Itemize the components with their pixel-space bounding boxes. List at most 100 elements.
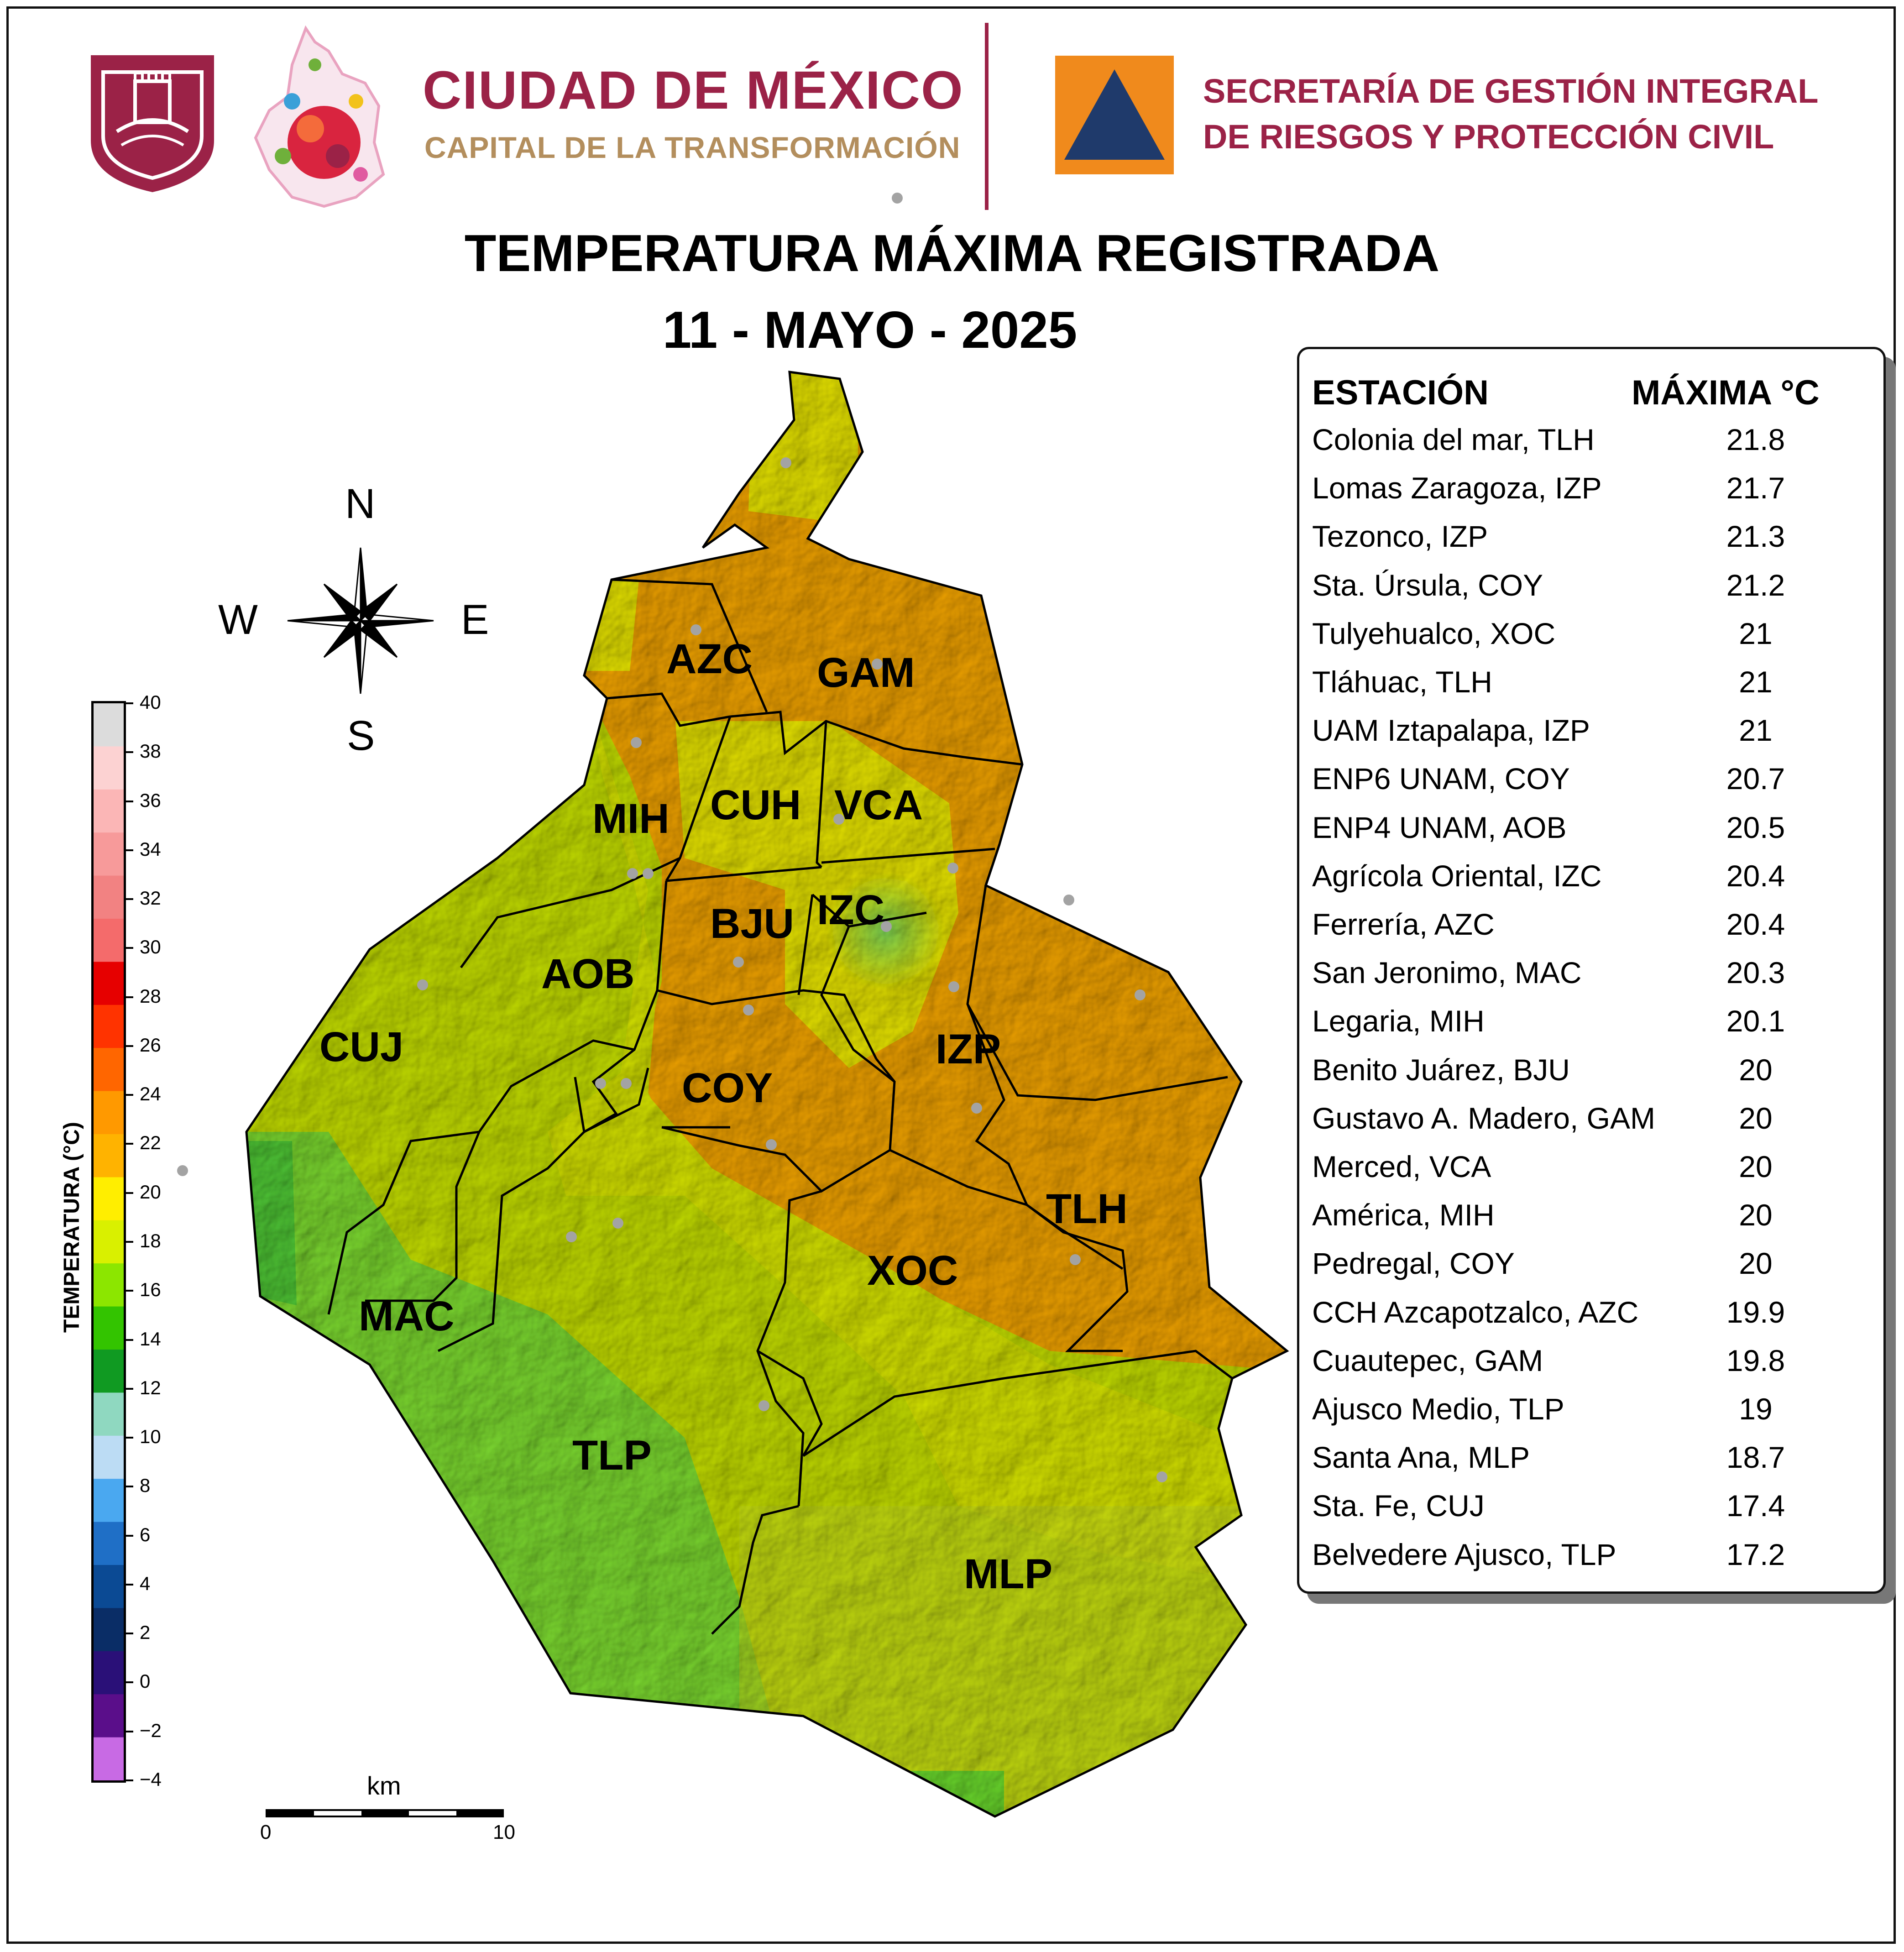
colorbar-cell xyxy=(94,1005,124,1048)
colorbar-cell xyxy=(94,1522,124,1565)
colorbar-cell xyxy=(94,1392,124,1436)
district-label-vca: VCA xyxy=(834,782,923,828)
station-max-temp: 19.9 xyxy=(1726,1295,1785,1329)
colorbar-cell xyxy=(94,962,124,1005)
station-name: Sta. Fe, CUJ xyxy=(1312,1489,1485,1523)
district-label-mih: MIH xyxy=(592,795,670,842)
colorbar-cell xyxy=(94,1651,124,1695)
colorbar-tick-label: 28 xyxy=(140,985,161,1007)
colorbar-tick-label: −4 xyxy=(140,1769,162,1790)
station-max-temp: 18.7 xyxy=(1726,1440,1785,1475)
station-name: Merced, VCA xyxy=(1312,1150,1491,1183)
colorbar-tick-label: 4 xyxy=(140,1572,151,1594)
station-name: San Jeronimo, MAC xyxy=(1312,956,1582,990)
colorbar-tick-label: 6 xyxy=(140,1523,151,1545)
station-max-temp: 19 xyxy=(1739,1392,1773,1426)
station-max-temp: 21 xyxy=(1739,616,1773,650)
station-name: ENP4 UNAM, AOB xyxy=(1312,810,1567,844)
cdmx-shield-logo xyxy=(91,55,214,193)
agency-name: SECRETARÍA DE GESTIÓN INTEGRAL DE RIESGO… xyxy=(1203,68,1819,160)
table-row: Ferrería, AZC 20.4 xyxy=(1299,907,1883,955)
station-name: Ajusco Medio, TLP xyxy=(1312,1392,1564,1426)
table-row: ENP6 UNAM, COY 20.7 xyxy=(1299,761,1883,810)
table-row: Santa Ana, MLP 18.7 xyxy=(1299,1440,1883,1488)
table-row: Belvedere Ajusco, TLP 17.2 xyxy=(1299,1537,1883,1586)
colorbar-cell xyxy=(94,1608,124,1652)
colorbar-tick-mark xyxy=(126,751,133,754)
colorbar-tick-mark xyxy=(126,1583,133,1586)
colorbar-tick-mark xyxy=(126,1143,133,1145)
colorbar-tick-mark xyxy=(126,800,133,802)
colorbar-cell xyxy=(94,1091,124,1135)
station-max-temp: 17.2 xyxy=(1726,1537,1785,1571)
table-row: Lomas Zaragoza, IZP 21.7 xyxy=(1299,471,1883,519)
table-row: América, MIH 20 xyxy=(1299,1198,1883,1246)
page-frame xyxy=(6,6,1896,1944)
colorbar-tick-label: 32 xyxy=(140,887,161,909)
colorbar-tick-label: 20 xyxy=(140,1181,161,1203)
station-table: ESTACIÓN MÁXIMA °C Colonia del mar, TLH 2… xyxy=(1297,347,1886,1594)
colorbar-tick-mark xyxy=(126,1241,133,1243)
colorbar-cell xyxy=(94,1565,124,1608)
station-max-temp: 21.2 xyxy=(1726,568,1785,602)
station-max-temp: 19.8 xyxy=(1726,1343,1785,1377)
compass-west: W xyxy=(218,597,258,643)
table-row: Tezonco, IZP 21.3 xyxy=(1299,519,1883,567)
station-name: Colonia del mar, TLH xyxy=(1312,423,1595,456)
table-row: Tláhuac, TLH 21 xyxy=(1299,665,1883,713)
district-borders xyxy=(245,371,1289,1818)
station-name: ENP6 UNAM, COY xyxy=(1312,762,1570,796)
colorbar-cell xyxy=(94,1177,124,1221)
district-label-mac: MAC xyxy=(359,1293,455,1340)
station-max-temp: 20.5 xyxy=(1726,810,1785,844)
district-label-coy: COY xyxy=(682,1065,773,1111)
colorbar-tick-mark xyxy=(126,1387,133,1390)
colorbar-tick-label: 8 xyxy=(140,1475,151,1497)
station-name: Legaria, MIH xyxy=(1312,1004,1485,1038)
colorbar-tick-mark xyxy=(126,947,133,949)
colorbar-tick-mark xyxy=(126,996,133,998)
colorbar-cell xyxy=(94,1134,124,1177)
station-name: Pedregal, COY xyxy=(1312,1246,1515,1281)
colorbar-cell xyxy=(94,789,124,833)
colorbar-tick-mark xyxy=(126,1486,133,1488)
station-name: Sta. Úrsula, COY xyxy=(1312,568,1543,602)
station-name: Santa Ana, MLP xyxy=(1312,1440,1530,1475)
station-name: América, MIH xyxy=(1312,1198,1495,1232)
station-name: Tezonco, IZP xyxy=(1312,519,1488,554)
station-max-temp: 20 xyxy=(1739,1150,1773,1183)
station-name: CCH Azcapotzalco, AZC xyxy=(1312,1295,1639,1329)
map-title: TEMPERATURA MÁXIMA REGISTRADA xyxy=(464,225,1440,283)
colorbar-cell xyxy=(94,746,124,790)
colorbar-tick-label: 34 xyxy=(140,838,161,860)
compass-east: E xyxy=(461,597,489,643)
station-max-temp: 17.4 xyxy=(1726,1489,1785,1523)
district-label-tlh: TLH xyxy=(1046,1186,1128,1232)
station-max-temp: 21.7 xyxy=(1726,471,1785,505)
colorbar-tick-mark xyxy=(126,702,133,704)
district-label-izp: IZP xyxy=(936,1026,1001,1073)
colorbar-tick-label: 24 xyxy=(140,1083,161,1105)
colorbar-cell xyxy=(94,1694,124,1738)
compass-north: N xyxy=(345,481,376,527)
colorbar-cell xyxy=(94,1263,124,1307)
colorbar-tick-mark xyxy=(126,1534,133,1537)
colorbar-tick-mark xyxy=(126,1633,133,1635)
colorbar-cell xyxy=(94,1048,124,1092)
station-name: Tláhuac, TLH xyxy=(1312,665,1492,699)
station-max-temp: 21 xyxy=(1739,665,1773,699)
scale-min: 0 xyxy=(260,1821,272,1843)
district-label-gam: GAM xyxy=(817,649,915,696)
station-max-temp: 21.8 xyxy=(1726,423,1785,456)
table-row: CCH Azcapotzalco, AZC 19.9 xyxy=(1299,1295,1883,1343)
station-max-temp: 20.7 xyxy=(1726,762,1785,796)
table-row: Colonia del mar, TLH 21.8 xyxy=(1299,422,1883,471)
station-max-temp: 21 xyxy=(1739,713,1773,748)
district-label-azc: AZC xyxy=(666,636,753,682)
station-name: UAM Iztapalapa, IZP xyxy=(1312,713,1590,748)
scale-unit: km xyxy=(367,1771,401,1800)
table-row: ENP4 UNAM, AOB 20.5 xyxy=(1299,810,1883,858)
colorbar-tick-mark xyxy=(126,1730,133,1732)
station-max-temp: 20.1 xyxy=(1726,1004,1785,1038)
table-row: Merced, VCA 20 xyxy=(1299,1149,1883,1198)
